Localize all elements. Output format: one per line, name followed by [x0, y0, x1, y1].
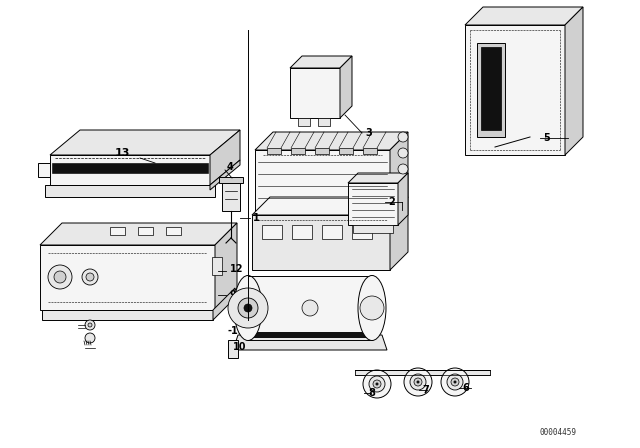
- Text: 8: 8: [368, 388, 375, 398]
- Circle shape: [244, 304, 252, 312]
- Polygon shape: [340, 56, 352, 118]
- Polygon shape: [291, 148, 305, 154]
- Polygon shape: [248, 276, 372, 340]
- Circle shape: [302, 300, 318, 316]
- Polygon shape: [353, 225, 393, 233]
- Circle shape: [238, 298, 258, 318]
- Circle shape: [369, 376, 385, 392]
- Circle shape: [54, 271, 66, 283]
- Text: 7: 7: [422, 385, 429, 395]
- Bar: [352, 225, 372, 239]
- Circle shape: [414, 378, 422, 386]
- Bar: [292, 225, 312, 239]
- Polygon shape: [219, 177, 243, 183]
- Polygon shape: [40, 245, 215, 310]
- Text: 4: 4: [227, 162, 234, 172]
- Circle shape: [48, 265, 72, 289]
- Polygon shape: [110, 227, 125, 235]
- Circle shape: [86, 273, 94, 281]
- Polygon shape: [50, 155, 210, 185]
- Text: 1: 1: [253, 213, 260, 223]
- Text: 13: 13: [115, 148, 131, 158]
- Polygon shape: [45, 185, 215, 197]
- Ellipse shape: [358, 276, 386, 340]
- Circle shape: [398, 148, 408, 158]
- Polygon shape: [213, 288, 235, 320]
- Polygon shape: [477, 43, 505, 137]
- Bar: [322, 225, 342, 239]
- Ellipse shape: [234, 276, 262, 340]
- Polygon shape: [390, 197, 408, 270]
- Circle shape: [454, 380, 456, 383]
- Circle shape: [410, 374, 426, 390]
- Polygon shape: [339, 148, 353, 154]
- Polygon shape: [210, 160, 240, 190]
- Polygon shape: [42, 310, 213, 320]
- Polygon shape: [38, 163, 50, 177]
- Polygon shape: [290, 56, 352, 68]
- Circle shape: [376, 383, 378, 385]
- Polygon shape: [138, 227, 153, 235]
- Polygon shape: [222, 183, 240, 211]
- Polygon shape: [228, 340, 238, 358]
- Polygon shape: [465, 7, 583, 25]
- Circle shape: [88, 323, 92, 327]
- Circle shape: [447, 374, 463, 390]
- Text: 3: 3: [365, 128, 372, 138]
- Polygon shape: [255, 150, 390, 215]
- Bar: [318, 118, 330, 126]
- Polygon shape: [390, 132, 408, 215]
- Text: 6: 6: [462, 383, 468, 393]
- Text: 10: 10: [233, 342, 246, 352]
- Bar: [262, 225, 282, 239]
- Circle shape: [85, 333, 95, 343]
- Bar: [298, 118, 310, 126]
- Polygon shape: [348, 183, 398, 225]
- Polygon shape: [267, 148, 281, 154]
- Circle shape: [441, 368, 469, 396]
- Circle shape: [373, 380, 381, 388]
- Polygon shape: [210, 130, 240, 185]
- Circle shape: [398, 132, 408, 142]
- Polygon shape: [290, 68, 340, 118]
- Circle shape: [228, 288, 268, 328]
- Text: 9: 9: [230, 290, 237, 300]
- Bar: [212, 257, 222, 275]
- Polygon shape: [252, 215, 390, 270]
- Text: 2: 2: [388, 197, 395, 207]
- Polygon shape: [355, 370, 490, 375]
- Polygon shape: [233, 335, 387, 350]
- Text: 5: 5: [543, 133, 550, 143]
- Polygon shape: [398, 173, 408, 225]
- Polygon shape: [40, 223, 237, 245]
- Polygon shape: [481, 47, 501, 130]
- Circle shape: [417, 380, 419, 383]
- Polygon shape: [565, 7, 583, 155]
- Polygon shape: [348, 173, 408, 183]
- Polygon shape: [252, 197, 408, 215]
- Polygon shape: [255, 132, 408, 150]
- Circle shape: [398, 164, 408, 174]
- Circle shape: [85, 320, 95, 330]
- Circle shape: [360, 296, 384, 320]
- Polygon shape: [52, 163, 208, 173]
- Circle shape: [404, 368, 432, 396]
- Text: 12: 12: [230, 264, 243, 274]
- Circle shape: [82, 269, 98, 285]
- Polygon shape: [248, 332, 372, 338]
- Text: -11: -11: [228, 326, 246, 336]
- Polygon shape: [215, 223, 237, 310]
- Polygon shape: [166, 227, 181, 235]
- Polygon shape: [465, 25, 565, 155]
- Circle shape: [363, 370, 391, 398]
- Polygon shape: [315, 148, 329, 154]
- Polygon shape: [50, 130, 240, 155]
- Circle shape: [451, 378, 459, 386]
- Polygon shape: [363, 148, 377, 154]
- Text: 00004459: 00004459: [540, 427, 577, 436]
